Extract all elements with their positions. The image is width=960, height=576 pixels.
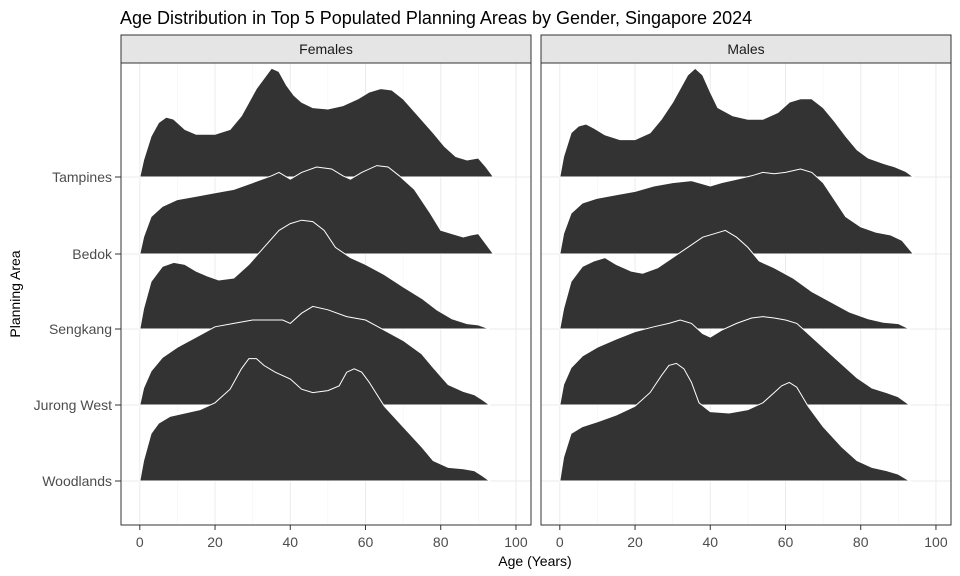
ridge-males-bedok <box>559 168 915 255</box>
y-tick-label-woodlands: Woodlands <box>42 473 112 489</box>
ridge-females-sengkang <box>139 219 490 330</box>
y-tick-label-sengkang: Sengkang <box>49 321 112 337</box>
x-axis-title: Age (Years) <box>498 553 571 569</box>
x-tick-label-males-20: 20 <box>627 534 643 550</box>
x-tick-label-males-80: 80 <box>853 534 869 550</box>
y-axis: Woodlands Jurong West Sengkang Bedok Tampine… <box>34 169 121 489</box>
ridge-females-jurong-west <box>139 305 492 406</box>
y-tick-label-bedok: Bedok <box>72 246 113 262</box>
facet-strip-females <box>120 34 532 64</box>
x-axis-females: 0 20 40 60 80 100 <box>136 525 528 550</box>
ridges-females <box>139 67 495 482</box>
facet-label-males: Males <box>727 41 764 57</box>
y-tick-label-jurong-west: Jurong West <box>34 397 112 413</box>
ridge-females-tampines <box>139 67 495 178</box>
x-tick-label-males-100: 100 <box>924 534 948 550</box>
x-tick-label-females-20: 20 <box>207 534 223 550</box>
ridge-males-tampines <box>559 67 915 178</box>
facet-panel-females: Females 0 20 40 60 80 100 <box>120 34 532 550</box>
x-tick-label-males-0: 0 <box>556 534 564 550</box>
ridge-females-bedok <box>139 165 495 255</box>
x-tick-label-females-60: 60 <box>358 534 374 550</box>
ridge-females-woodlands <box>139 358 492 482</box>
x-tick-label-males-40: 40 <box>702 534 718 550</box>
x-tick-label-females-0: 0 <box>136 534 144 550</box>
facet-strip-males <box>540 34 952 64</box>
y-axis-title: Planning Area <box>7 250 23 337</box>
ridge-males-woodlands <box>559 362 912 482</box>
facet-panel-males: Males 0 20 40 60 80 100 <box>540 34 952 550</box>
ridges-males <box>559 67 915 482</box>
x-axis-males: 0 20 40 60 80 100 <box>556 525 948 550</box>
x-tick-label-females-40: 40 <box>282 534 298 550</box>
facet-label-females: Females <box>299 41 353 57</box>
ridge-males-jurong-west <box>559 316 912 406</box>
x-tick-label-males-60: 60 <box>778 534 794 550</box>
panel-border-females <box>120 62 532 526</box>
x-tick-label-females-100: 100 <box>504 534 528 550</box>
x-tick-label-females-80: 80 <box>433 534 449 550</box>
y-tick-label-tampines: Tampines <box>52 169 112 185</box>
chart-title: Age Distribution in Top 5 Populated Plan… <box>120 8 752 28</box>
panel-border-males <box>540 62 952 526</box>
ridge-males-sengkang <box>559 229 910 330</box>
